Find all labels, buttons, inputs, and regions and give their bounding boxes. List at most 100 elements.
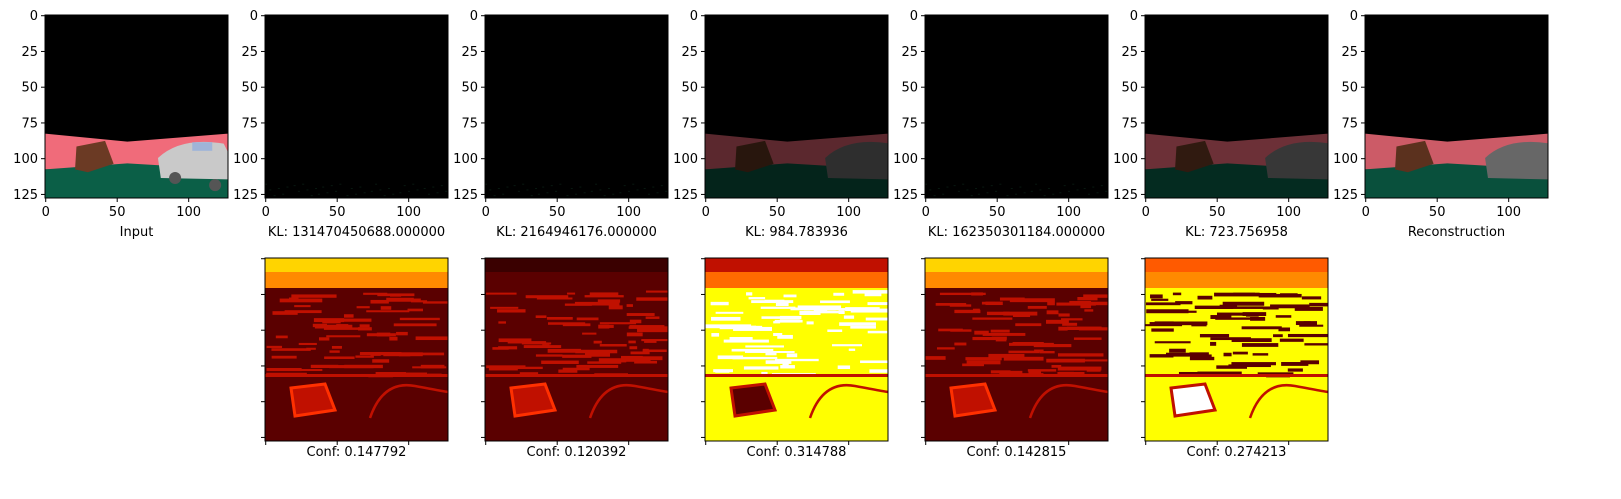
streak xyxy=(982,332,1026,336)
streak xyxy=(399,317,440,321)
noise-dot xyxy=(1023,192,1026,194)
streak xyxy=(1278,327,1291,332)
noise-dot xyxy=(359,186,362,188)
x-tick-label: 50 xyxy=(549,205,566,220)
heat-band-top xyxy=(485,258,668,272)
streak xyxy=(407,308,423,312)
streak xyxy=(635,359,651,362)
noise-dot xyxy=(575,193,578,195)
streak xyxy=(1228,364,1271,368)
noise-dot xyxy=(403,185,406,187)
streak xyxy=(1012,342,1044,345)
image-content xyxy=(1145,15,1328,198)
noise-dot xyxy=(265,183,267,185)
noise-dot xyxy=(933,195,936,197)
faint-noise xyxy=(925,183,1108,197)
x-tick-label: 100 xyxy=(1276,205,1301,220)
streak xyxy=(745,345,784,348)
streak xyxy=(1062,322,1078,326)
streak xyxy=(1061,318,1083,321)
y-tick-label: 0 xyxy=(250,9,258,24)
top-panel: 0 25 50 75 100 125 0 50 100 KL: 984.783936 xyxy=(673,9,889,240)
streak xyxy=(1015,323,1042,327)
noise-dot xyxy=(432,186,435,188)
streak xyxy=(1273,334,1283,338)
streak xyxy=(562,367,590,371)
streak xyxy=(314,324,353,329)
noise-dot xyxy=(286,186,289,188)
streak xyxy=(1051,364,1062,368)
streak xyxy=(966,360,1001,365)
noise-dot xyxy=(632,183,635,185)
noise-dot xyxy=(566,195,569,197)
y-tick-label: 100 xyxy=(1333,152,1358,167)
streak xyxy=(985,301,1003,306)
y-tick-label: 25 xyxy=(461,45,478,60)
car-wheel xyxy=(209,179,222,192)
streak xyxy=(1008,350,1040,354)
streak xyxy=(564,303,592,306)
streak xyxy=(1230,306,1264,309)
x-tick-label: 50 xyxy=(329,205,346,220)
image-content xyxy=(925,15,1108,198)
streak xyxy=(329,350,340,353)
streak xyxy=(1151,298,1169,301)
y-tick-label: 75 xyxy=(241,116,258,131)
streak xyxy=(748,297,766,300)
noise-dot xyxy=(537,193,540,195)
streak xyxy=(266,345,283,349)
image-content xyxy=(1365,15,1548,198)
streak xyxy=(786,353,798,358)
streak xyxy=(306,347,316,350)
streak xyxy=(633,356,663,361)
sky-region xyxy=(265,15,448,198)
streak xyxy=(324,356,355,359)
noise-dot xyxy=(559,183,562,185)
panel-caption: Reconstruction xyxy=(1408,225,1505,240)
streak xyxy=(507,341,547,344)
axes-frame xyxy=(264,257,449,442)
noise-dot xyxy=(1019,186,1022,188)
tv-object xyxy=(735,140,774,173)
noise-dot xyxy=(603,195,606,197)
streak xyxy=(1057,353,1104,357)
tv-blob xyxy=(1169,382,1218,418)
noise-dot xyxy=(583,192,586,194)
x-tick-label: 100 xyxy=(176,205,201,220)
streak xyxy=(1309,302,1328,307)
noise-dot xyxy=(612,193,615,195)
streak xyxy=(841,323,862,326)
streak xyxy=(396,331,408,336)
tv-blob xyxy=(729,382,778,418)
streak xyxy=(1046,310,1059,315)
axes-frame xyxy=(484,257,669,442)
noise-dot xyxy=(570,187,573,189)
streak xyxy=(711,333,720,337)
noise-dot xyxy=(977,193,980,195)
road-line xyxy=(925,374,1108,377)
noise-dot xyxy=(627,190,630,192)
streak xyxy=(954,309,981,314)
streak xyxy=(986,311,1010,316)
x-tick-label: 0 xyxy=(42,205,50,220)
streak xyxy=(422,301,448,304)
y-tick-label: 100 xyxy=(1113,152,1138,167)
streak xyxy=(999,370,1023,375)
streak xyxy=(729,337,753,341)
streak xyxy=(1242,312,1267,316)
streak xyxy=(523,345,562,349)
streaks xyxy=(266,292,448,378)
conf-panel: Conf: 0.120392 xyxy=(481,257,669,460)
y-tick-label: 25 xyxy=(241,45,258,60)
streak xyxy=(1194,305,1234,310)
noise-dot xyxy=(555,190,558,192)
streak xyxy=(990,329,1010,333)
streak xyxy=(486,292,517,295)
building-region xyxy=(1145,133,1328,170)
streak xyxy=(630,351,650,355)
heat-band-top xyxy=(705,258,888,272)
streak xyxy=(536,297,573,300)
streak xyxy=(616,359,627,363)
streak xyxy=(865,317,888,321)
streak xyxy=(1294,306,1323,311)
